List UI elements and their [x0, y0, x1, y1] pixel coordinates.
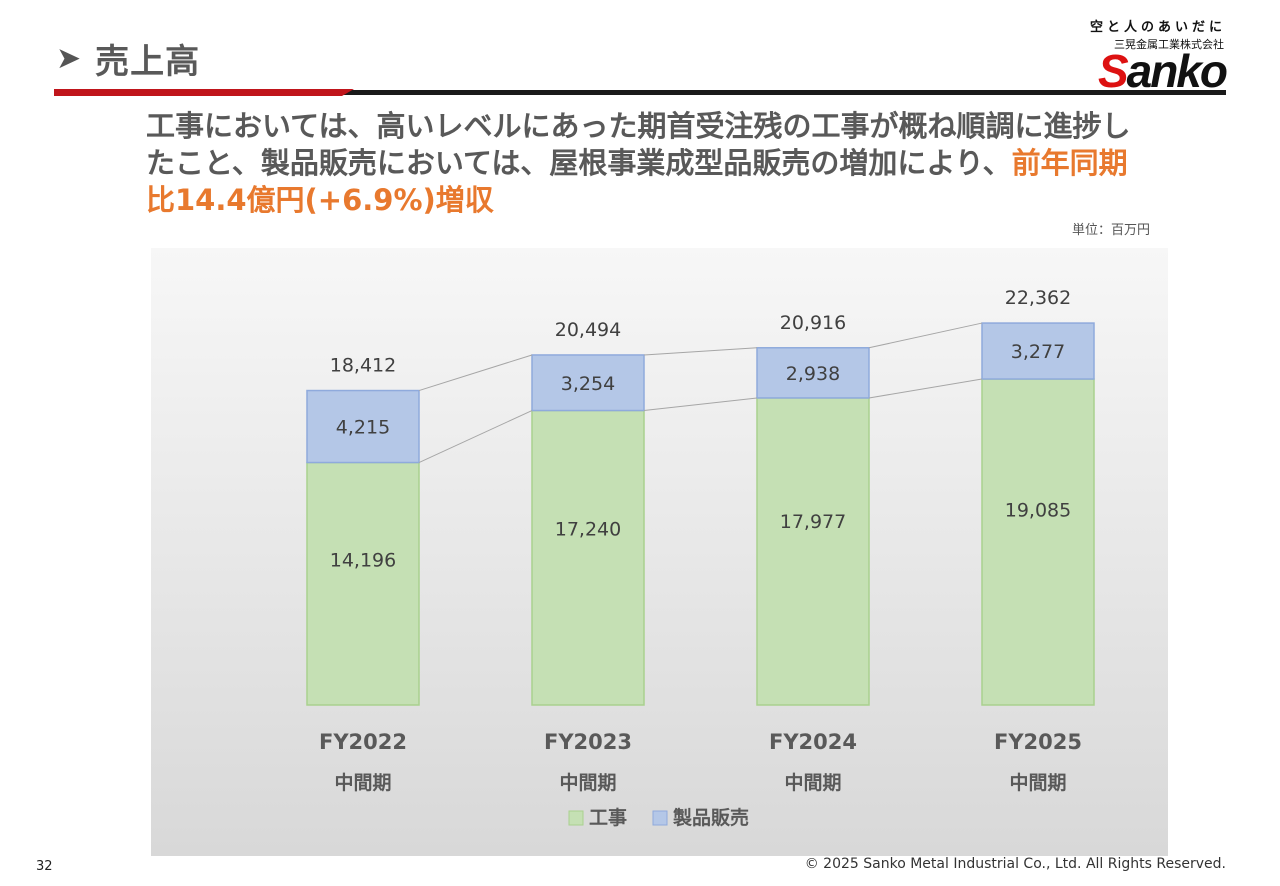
title-divider-accent — [54, 89, 354, 96]
series-line-construction — [643, 397, 758, 412]
x-tick-sublabel: 中間期 — [784, 771, 841, 794]
logo-wordmark: Sanko — [1097, 45, 1228, 97]
logo-tagline: 空と人のあいだに — [1089, 20, 1226, 35]
logo-company-name: 三晃金属工業株式会社 — [1114, 38, 1224, 51]
bar-construction-fy2023 — [531, 409, 645, 706]
page-title: 売上高 — [95, 42, 201, 82]
title-divider — [54, 90, 1226, 95]
data-label-products: 3,254 — [561, 373, 615, 395]
data-label-construction: 17,240 — [555, 518, 621, 540]
data-label-construction: 19,085 — [1005, 499, 1071, 521]
bar-construction-fy2022 — [306, 461, 420, 706]
x-tick-label: FY2023 — [544, 730, 632, 754]
bar-products-fy2024 — [756, 347, 870, 399]
bar-products-fy2025 — [981, 322, 1095, 380]
bar-products-fy2023 — [531, 354, 645, 412]
unit-label: 単位：百万円 — [1071, 223, 1150, 238]
x-tick-label: FY2022 — [319, 730, 407, 754]
total-label: 20,494 — [555, 319, 621, 341]
legend-label-construction: 工事 — [589, 806, 627, 829]
total-label: 20,916 — [780, 312, 846, 334]
series-line-construction — [868, 378, 983, 399]
series-line-total — [418, 354, 533, 392]
page-number: 32 — [36, 859, 53, 874]
total-label: 18,412 — [330, 355, 396, 377]
series-line-total — [643, 347, 758, 356]
data-label-construction: 17,977 — [780, 511, 846, 533]
x-tick-sublabel: 中間期 — [334, 771, 391, 794]
x-tick-label: FY2025 — [994, 730, 1082, 754]
page-title-group: ➤ 売上高 — [56, 34, 200, 83]
x-tick-sublabel: 中間期 — [559, 771, 616, 794]
legend-swatch-products — [652, 810, 668, 826]
company-logo: 空と人のあいだに 三晃金属工業株式会社 Sanko — [1056, 16, 1228, 97]
x-tick-sublabel: 中間期 — [1009, 771, 1066, 794]
legend-swatch-construction — [568, 810, 584, 826]
series-line-construction — [418, 410, 533, 463]
data-label-construction: 14,196 — [330, 550, 396, 572]
total-label: 22,362 — [1005, 287, 1071, 309]
bar-construction-fy2025 — [981, 378, 1095, 706]
headline-text: 工事においては、高いレベルにあった期首受注残の工事が概ね順調に進捗したこと、製品… — [146, 109, 1131, 180]
bar-construction-fy2024 — [756, 397, 870, 706]
headline-highlight: 前年同期比14.4億円(+6.9%)増収 — [146, 146, 1128, 217]
sales-chart: 14,196 4,215 18,412 FY2022 中間期 17,240 3,254 20,… — [306, 287, 1095, 829]
bar-products-fy2022 — [306, 389, 420, 464]
data-label-products: 3,277 — [1011, 341, 1065, 363]
data-label-products: 4,215 — [336, 417, 390, 439]
data-label-products: 2,938 — [786, 363, 840, 385]
headline: 工事においては、高いレベルにあった期首受注残の工事が概ね順調に進捗したこと、製品… — [146, 108, 1156, 219]
copyright: © 2025 Sanko Metal Industrial Co., Ltd. … — [804, 856, 1226, 872]
arrow-bullet-icon: ➤ — [56, 40, 82, 76]
legend-label-products: 製品販売 — [672, 806, 749, 829]
x-tick-label: FY2024 — [769, 730, 857, 754]
series-line-total — [868, 322, 983, 349]
